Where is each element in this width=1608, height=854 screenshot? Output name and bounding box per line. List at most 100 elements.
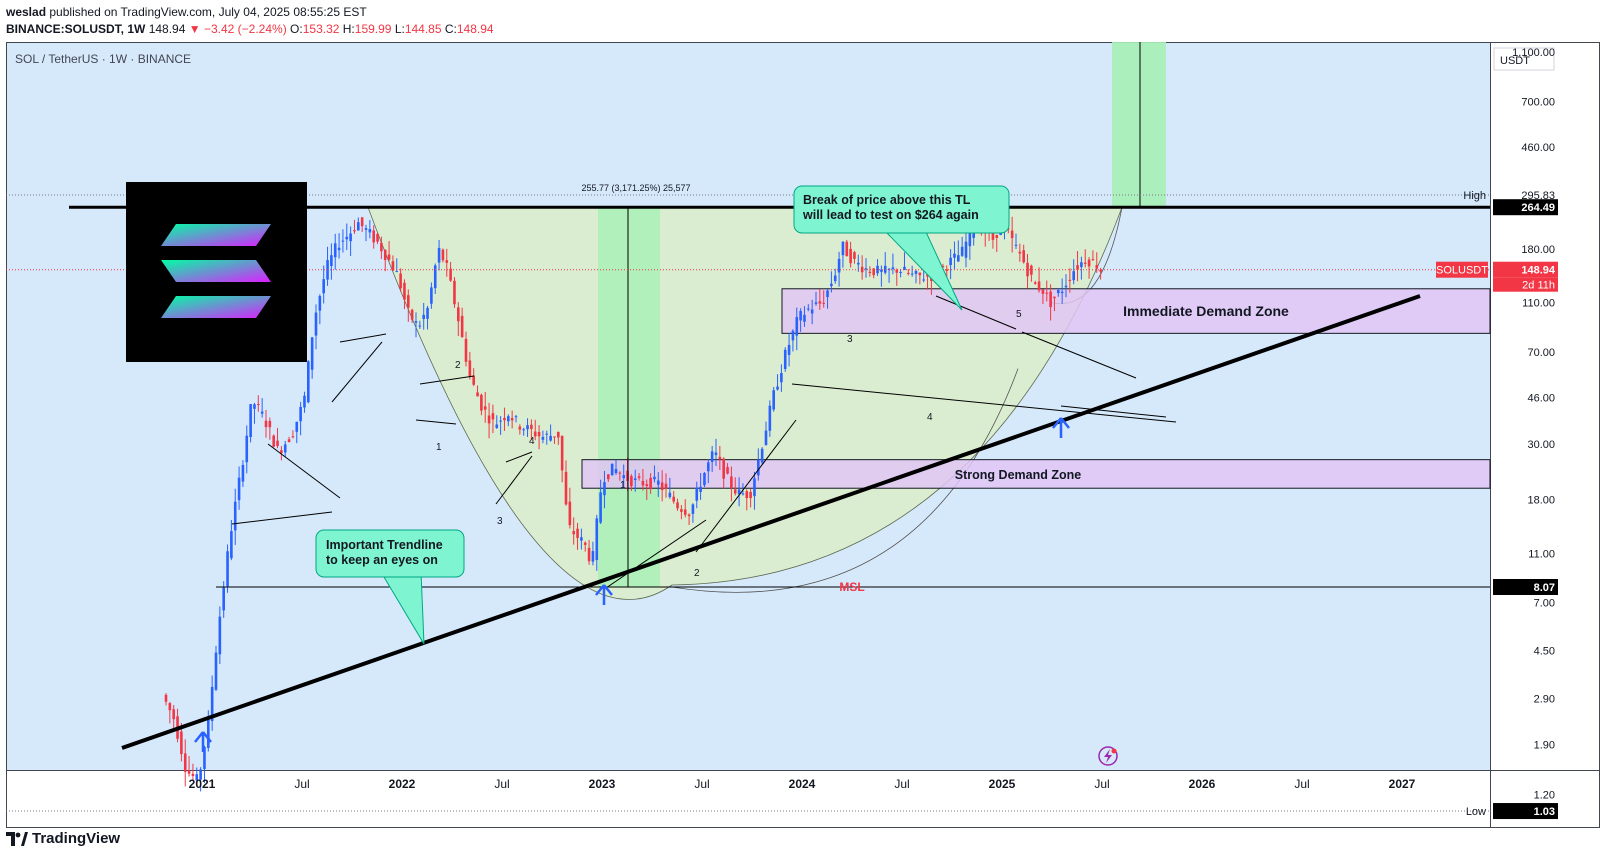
candle-body [849,248,852,264]
candle-body [503,417,506,421]
candle-body [253,404,256,409]
candle-body [941,265,945,267]
candle-body [507,416,510,422]
candle-body [383,250,387,260]
projection-box-2 [1112,42,1166,208]
candle-body [791,330,795,341]
symbol-tag [1436,261,1488,278]
reversal-arrow-3 [1052,417,1070,438]
price-tick: 180.00 [1521,244,1555,256]
time-axis[interactable]: 2021 Jul 2022 Jul 2023 Jul 2024 Jul 2025 Jul 2026 J… [189,777,1416,791]
price-tick: 70.00 [1527,347,1555,359]
symbol-name: BINANCE:SOLUSDT, 1W [6,22,146,36]
candle-body [353,230,356,232]
candle-body [422,314,425,319]
wave-label: 3 [497,516,503,527]
candle-body [799,311,802,321]
candle-body [953,253,956,258]
time-tick: 2021 [189,777,216,791]
candle-body [810,309,814,314]
candle-body [557,431,560,438]
measurement-label-1: 255.77 (3,171.25%) 25,577 [581,183,690,193]
wedge-line-a [267,443,341,499]
candle-body [760,448,764,463]
candle-body [1072,271,1075,281]
time-tick: Jul [294,777,309,791]
countdown-box [1493,277,1558,292]
candle-body [653,476,656,480]
msl-label: MSL [839,580,864,594]
candle-body [764,430,768,446]
price-chart[interactable]: SOL / TetherUS · 1W · BINANCE Immediate … [6,42,1600,828]
candle-body [1060,291,1064,294]
candle-body [1091,259,1095,261]
candle-body [707,462,710,472]
zones-layer: Immediate Demand Zone Strong Demand Zone [581,288,1491,489]
candle-body [583,542,587,545]
candle-body [264,420,268,428]
candle-body [1087,259,1091,267]
candle-body [560,435,564,471]
price-tick: 110.00 [1522,298,1555,310]
candle-body [522,429,525,431]
publish-info: weslad published on TradingView.com, Jul… [6,5,367,19]
candle-body [303,395,306,408]
candle-body [710,451,714,462]
candle-body [333,243,337,258]
price-axis[interactable]: USDT10,000.006,500.004,100.002,700.001,7… [1493,42,1558,828]
wave-label: 5 [1016,309,1022,320]
candle-body [410,309,414,320]
tradingview-icon [6,831,28,846]
price-tick: 4.50 [1534,646,1555,658]
candle-body [433,265,437,289]
candle-body [664,483,668,489]
price-tick: 1.20 [1534,789,1555,801]
wave-label: 4 [927,412,933,423]
candle-body [441,249,445,261]
countdown-label: 2d 11h [1522,280,1555,292]
callout-break-above: Break of price above this TL will lead t… [793,185,1010,311]
candle-body [464,338,468,362]
candle-body [426,307,429,319]
candle-body [691,504,695,514]
candle-body [807,308,810,310]
candle-body [687,514,691,517]
open-value: 153.32 [302,22,340,36]
wave-label: 1 [620,480,626,491]
candle-body [730,476,733,488]
candle-body [299,406,302,422]
candle-body [530,424,533,429]
price-tick: 1,100.00 [1512,47,1555,59]
candle-body [603,482,606,496]
candle-body [1014,244,1018,246]
candle-body [860,266,864,273]
reversal-arrow-2 [595,584,613,605]
price-label: 8.07 [1534,582,1555,594]
candle-body [237,477,241,501]
candle-body [472,375,475,385]
candle-body [480,394,483,411]
candle-body [272,435,275,447]
candle-body [172,709,175,720]
wave-label: 3 [847,334,853,345]
chart-frame [6,42,1600,828]
publish-text: published on TradingView.com, July 04, 2… [49,5,367,19]
candle-body [872,268,875,276]
candle-body [1041,289,1045,294]
reversal-arrow-1 [194,731,212,752]
brand-name: TradingView [32,830,121,847]
candle-body [549,435,552,441]
handle-line-b [1060,405,1167,418]
bolt-icon[interactable] [1098,746,1118,766]
candle-body [657,480,660,485]
open-label: O: [290,22,303,36]
candle-body [457,307,460,322]
candle-body [737,489,741,495]
candle-body [476,392,479,397]
change-value: −3.42 (−2.24%) [203,22,287,36]
candle-body [1076,265,1079,270]
candle-body [364,228,368,230]
candle-body [787,344,791,355]
candle-body [745,491,749,499]
candle-body [853,252,856,259]
